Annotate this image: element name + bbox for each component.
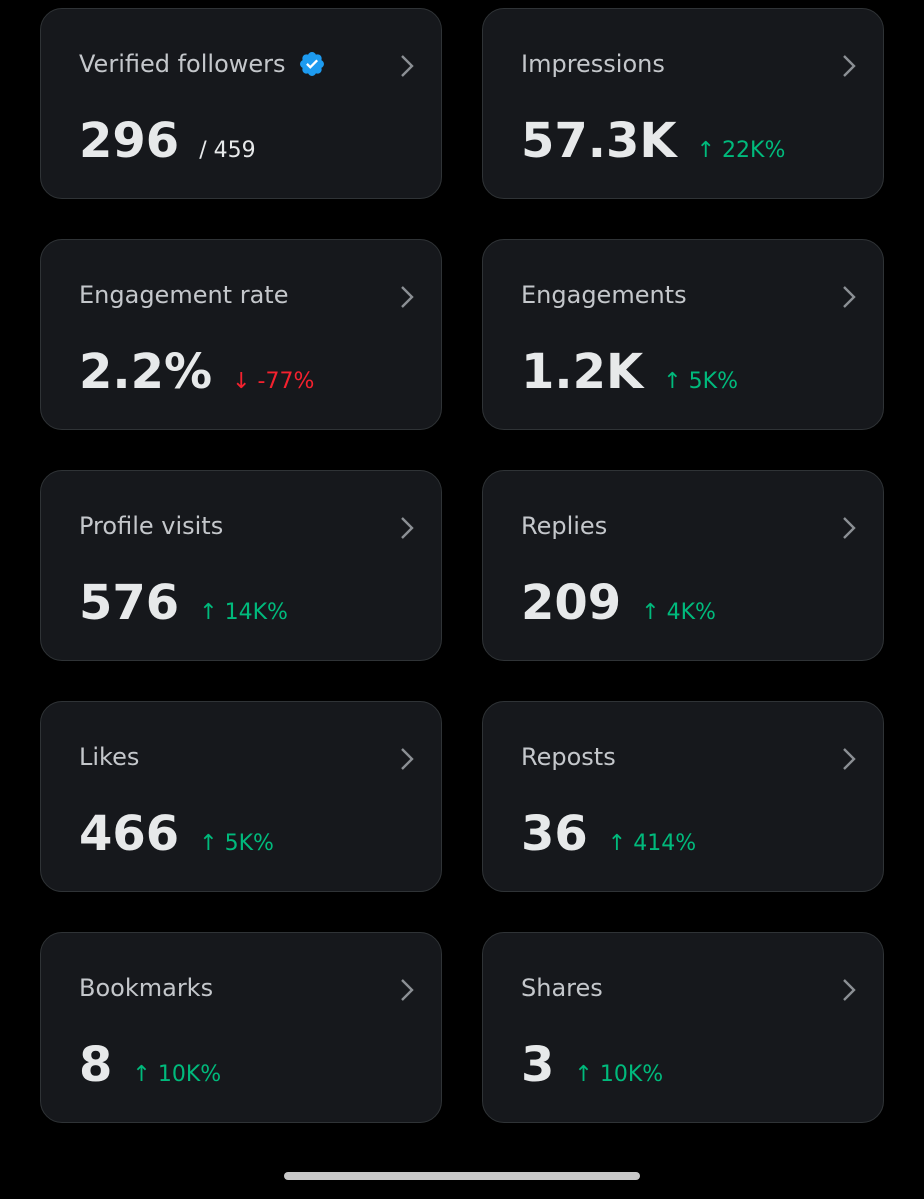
chevron[interactable] [397,53,417,83]
chevron[interactable] [839,515,859,545]
stat-card[interactable]: Verified followers 296 / 459 [40,8,442,199]
chevron-icon [401,517,414,539]
label-text: Impressions [521,50,665,78]
stat-change: ↑ 5K% [663,369,738,394]
chevron[interactable] [839,284,859,314]
stat-card[interactable]: Engagement rate 2.2% ↓ -77% [40,239,442,430]
chevron[interactable] [397,977,417,1007]
label-text: Bookmarks [79,974,214,1002]
label-text: Likes [79,743,140,771]
label-text: Engagement rate [79,281,289,309]
stat-value: 2.2% [79,344,213,400]
stat-change: ↑ 22K% [696,138,786,163]
stat-card[interactable]: Reposts 36 ↑ 414% [482,701,884,892]
value-row: 466 ↑ 5K% [79,806,274,862]
value-row: 1.2K ↑ 5K% [521,344,738,400]
home-indicator [284,1172,640,1180]
stat-change: ↑ 4K% [641,600,716,625]
chevron-icon [401,979,414,1001]
card-label: Verified followers [79,50,326,78]
stat-change: ↑ 14K% [199,600,288,625]
stat-change: ↑ 5K% [199,831,274,856]
stat-card[interactable]: Engagements 1.2K ↑ 5K% [482,239,884,430]
stat-card[interactable]: Impressions 57.3K ↑ 22K% [482,8,884,199]
stat-change: ↑ 414% [607,831,697,856]
chevron-icon [843,979,856,1001]
value-row: 2.2% ↓ -77% [79,344,314,400]
chevron[interactable] [397,746,417,776]
label-text: Verified followers [79,50,286,78]
card-label: Impressions [521,50,665,78]
stat-value: 8 [79,1037,113,1093]
stat-card[interactable]: Likes 466 ↑ 5K% [40,701,442,892]
chevron-icon [843,55,856,77]
stat-value: 209 [521,575,622,631]
label-text: Engagements [521,281,687,309]
chevron-icon [843,517,856,539]
label-text: Profile visits [79,512,224,540]
stat-value: 36 [521,806,588,862]
stat-change: ↑ 10K% [574,1062,664,1087]
chevron-icon [401,286,414,308]
label-text: Shares [521,974,603,1002]
chevron-icon [401,748,414,770]
stat-change: ↑ 10K% [132,1062,222,1087]
chevron-icon [843,748,856,770]
value-row: 8 ↑ 10K% [79,1037,221,1093]
card-label: Engagement rate [79,281,288,309]
value-row: 296 / 459 [79,113,256,169]
card-label: Reposts [521,743,616,771]
stat-value: 296 [79,113,180,169]
stat-value: 466 [79,806,180,862]
card-label: Bookmarks [79,974,213,1002]
stat-value: 576 [79,575,180,631]
stat-change: ↓ -77% [232,369,315,394]
label-text: Replies [521,512,608,540]
stat-value: 57.3K [521,113,677,169]
stat-value: 3 [521,1037,555,1093]
stat-card[interactable]: Bookmarks 8 ↑ 10K% [40,932,442,1123]
stat-card[interactable]: Replies 209 ↑ 4K% [482,470,884,661]
value-row: 3 ↑ 10K% [521,1037,663,1093]
value-row: 576 ↑ 14K% [79,575,288,631]
chevron[interactable] [397,284,417,314]
stat-value: 1.2K [521,344,644,400]
card-label: Shares [521,974,603,1002]
chevron[interactable] [839,977,859,1007]
card-label: Replies [521,512,607,540]
card-label: Likes [79,743,139,771]
chevron-icon [843,286,856,308]
chevron-icon [401,55,414,77]
badge-icon [299,52,324,76]
value-row: 209 ↑ 4K% [521,575,716,631]
chevron[interactable] [397,515,417,545]
card-label: Engagements [521,281,687,309]
value-row: 57.3K ↑ 22K% [521,113,785,169]
chevron[interactable] [839,746,859,776]
value-row: 36 ↑ 414% [521,806,696,862]
stat-total: / 459 [199,138,256,163]
verified-badge [298,50,326,78]
stat-card[interactable]: Shares 3 ↑ 10K% [482,932,884,1123]
card-label: Profile visits [79,512,223,540]
stat-card[interactable]: Profile visits 576 ↑ 14K% [40,470,442,661]
chevron[interactable] [839,53,859,83]
label-text: Reposts [521,743,616,771]
